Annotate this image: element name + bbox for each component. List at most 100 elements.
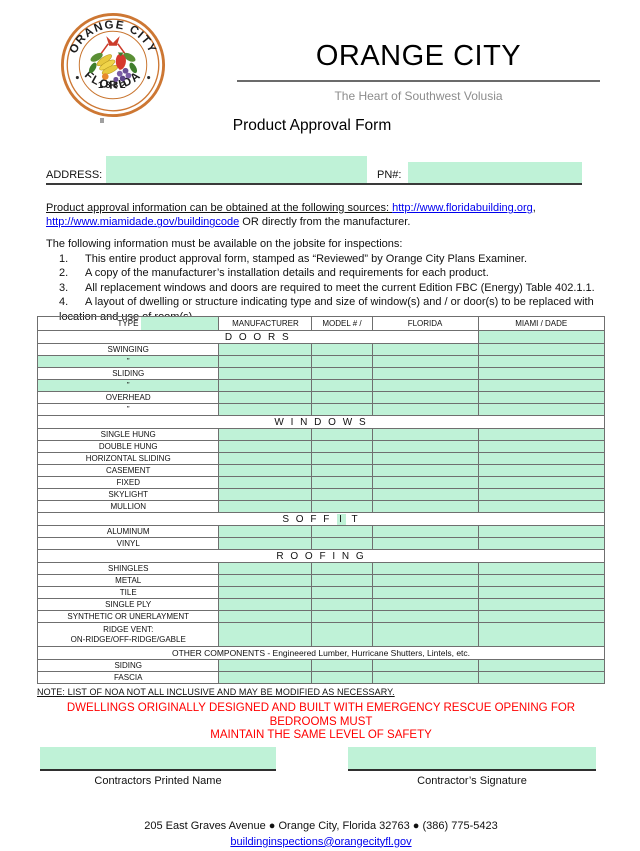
input-cell[interactable] [218, 622, 313, 647]
input-cell[interactable] [311, 525, 373, 538]
input-cell[interactable] [371, 428, 479, 441]
input-cell[interactable] [311, 598, 373, 611]
input-cell[interactable] [218, 562, 313, 575]
type-header-input-area[interactable] [141, 317, 218, 330]
input-cell[interactable] [477, 440, 606, 453]
input-cell[interactable] [477, 355, 606, 368]
input-cell[interactable] [311, 671, 373, 684]
input-cell[interactable] [477, 330, 606, 344]
input-cell[interactable] [218, 500, 313, 513]
input-cell[interactable] [477, 622, 606, 647]
input-cell[interactable] [371, 574, 479, 587]
input-cell[interactable] [218, 598, 313, 611]
input-cell[interactable] [371, 355, 479, 368]
input-cell[interactable] [477, 428, 606, 441]
florida-building-link[interactable]: http://www.floridabuilding.org [392, 202, 533, 214]
input-cell[interactable] [218, 428, 313, 441]
input-cell[interactable] [311, 586, 373, 599]
input-cell[interactable] [371, 622, 479, 647]
input-cell[interactable] [371, 537, 479, 550]
input-cell[interactable] [218, 659, 313, 672]
input-cell[interactable] [218, 464, 313, 477]
input-cell[interactable] [477, 537, 606, 550]
miamidade-link[interactable]: http://www.miamidade.gov/buildingcode [46, 216, 240, 229]
input-cell[interactable] [311, 622, 373, 647]
input-cell[interactable] [311, 610, 373, 623]
input-cell[interactable] [218, 379, 313, 392]
input-cell[interactable] [218, 537, 313, 550]
input-cell[interactable] [311, 500, 373, 513]
input-cell[interactable] [218, 525, 313, 538]
input-cell[interactable] [477, 525, 606, 538]
input-cell[interactable] [218, 476, 313, 489]
input-cell[interactable] [477, 598, 606, 611]
input-cell[interactable] [218, 574, 313, 587]
input-cell[interactable] [218, 610, 313, 623]
input-cell[interactable] [477, 367, 606, 380]
input-cell[interactable] [371, 488, 479, 501]
input-cell[interactable] [311, 562, 373, 575]
printed-name-input[interactable] [40, 746, 276, 771]
input-cell[interactable] [218, 403, 313, 416]
pn-input[interactable] [407, 162, 582, 183]
footer-email-link[interactable]: buildinginspections@orangecityfl.gov [230, 835, 412, 848]
input-cell[interactable] [477, 476, 606, 489]
input-cell[interactable] [311, 440, 373, 453]
input-cell[interactable] [311, 476, 373, 489]
input-cell[interactable] [218, 343, 313, 356]
input-cell[interactable] [477, 500, 606, 513]
input-cell[interactable] [477, 562, 606, 575]
input-cell[interactable] [311, 488, 373, 501]
input-cell[interactable] [311, 464, 373, 477]
input-cell[interactable] [311, 355, 373, 368]
input-cell[interactable] [371, 452, 479, 465]
input-cell[interactable] [371, 403, 479, 416]
input-cell[interactable] [477, 671, 606, 684]
input-cell[interactable] [218, 391, 313, 404]
input-cell[interactable] [477, 659, 606, 672]
input-cell[interactable] [371, 586, 479, 599]
input-cell[interactable] [311, 428, 373, 441]
input-cell[interactable] [477, 610, 606, 623]
input-cell[interactable] [371, 562, 479, 575]
input-cell[interactable] [311, 403, 373, 416]
input-cell[interactable] [371, 500, 479, 513]
input-cell[interactable] [311, 379, 373, 392]
input-cell[interactable] [371, 440, 479, 453]
input-cell[interactable] [477, 403, 606, 416]
input-cell[interactable] [477, 379, 606, 392]
input-cell[interactable] [371, 379, 479, 392]
input-cell[interactable] [311, 537, 373, 550]
input-cell[interactable] [311, 574, 373, 587]
input-cell[interactable] [371, 464, 479, 477]
input-cell[interactable] [477, 343, 606, 356]
input-cell[interactable] [218, 671, 313, 684]
input-cell[interactable] [311, 367, 373, 380]
input-cell[interactable] [371, 671, 479, 684]
input-cell[interactable] [218, 586, 313, 599]
input-cell[interactable] [311, 452, 373, 465]
input-cell[interactable] [311, 343, 373, 356]
input-cell[interactable] [371, 598, 479, 611]
input-cell[interactable] [477, 488, 606, 501]
soffit-highlight-cell[interactable]: I [337, 513, 346, 525]
input-cell[interactable] [477, 586, 606, 599]
input-cell[interactable] [371, 659, 479, 672]
input-cell[interactable] [371, 525, 479, 538]
input-cell[interactable] [371, 367, 479, 380]
input-cell[interactable] [218, 367, 313, 380]
input-cell[interactable] [371, 391, 479, 404]
input-cell[interactable] [477, 574, 606, 587]
signature-input[interactable] [348, 746, 596, 771]
input-cell[interactable] [218, 452, 313, 465]
input-cell[interactable] [477, 452, 606, 465]
input-cell[interactable] [477, 391, 606, 404]
input-cell[interactable] [371, 610, 479, 623]
input-cell[interactable] [311, 659, 373, 672]
input-cell[interactable] [371, 343, 479, 356]
address-input[interactable] [106, 156, 368, 183]
input-cell[interactable] [218, 440, 313, 453]
input-cell[interactable] [218, 355, 313, 368]
input-cell[interactable] [371, 476, 479, 489]
input-cell[interactable] [218, 488, 313, 501]
